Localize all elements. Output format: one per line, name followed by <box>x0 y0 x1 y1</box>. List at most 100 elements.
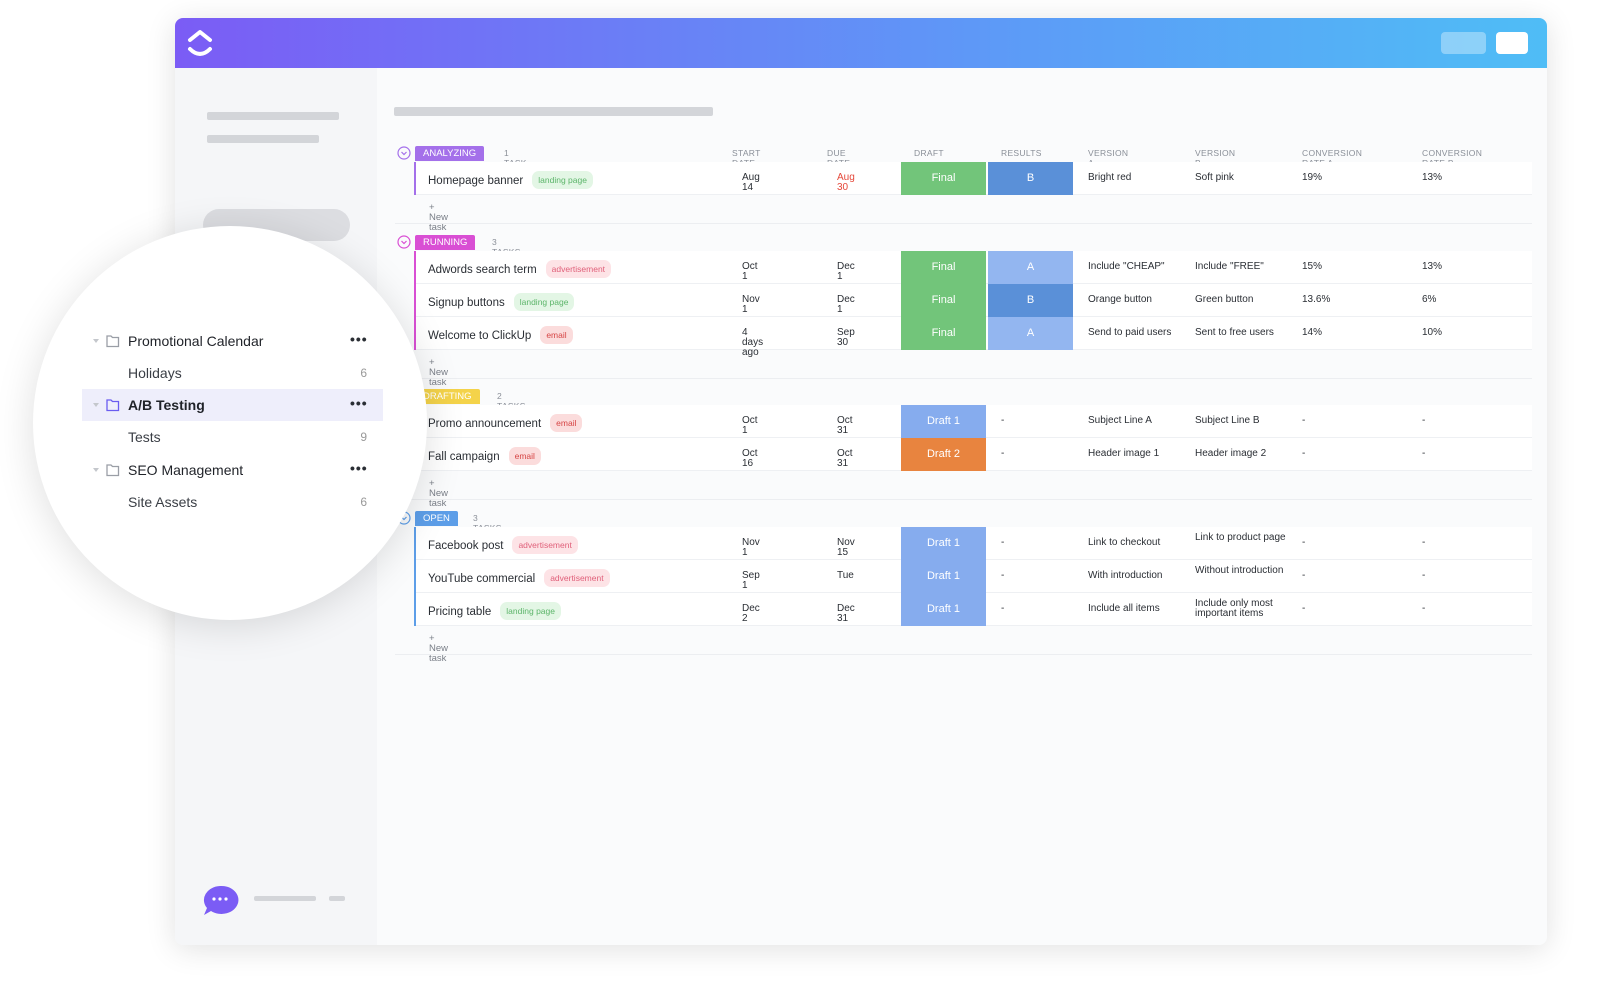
results-cell[interactable]: A <box>988 251 1073 284</box>
list-count: 6 <box>360 495 367 509</box>
more-icon: ••• <box>350 460 368 476</box>
logo <box>188 30 212 56</box>
rate-a: - <box>1302 448 1306 459</box>
task-name-text[interactable]: Adwords search term <box>428 264 537 276</box>
results-cell: - <box>1001 448 1005 459</box>
rate-b: - <box>1422 570 1426 581</box>
draft-cell[interactable]: Final <box>901 162 986 195</box>
column-header: RESULTS <box>1001 148 1042 158</box>
due-date: Oct 31 <box>837 415 853 436</box>
due-date: Dec 31 <box>837 603 855 624</box>
draft-cell[interactable]: Final <box>901 317 986 350</box>
due-date: Nov 15 <box>837 537 855 558</box>
task-name-text[interactable]: Welcome to ClickUp <box>428 330 532 342</box>
results-cell: - <box>1001 537 1005 548</box>
collapse-icon[interactable] <box>397 146 411 160</box>
task-name-text[interactable]: Facebook post <box>428 540 504 552</box>
version-b: Link to product page <box>1195 532 1286 543</box>
version-b: Include "FREE" <box>1195 261 1264 272</box>
new-task[interactable]: + New task <box>429 633 449 664</box>
folder-name[interactable]: SEO Management <box>128 462 244 478</box>
draft-cell[interactable]: Draft 1 <box>901 560 986 593</box>
new-task[interactable]: + New task <box>429 478 449 509</box>
status-badge: DRAFTING <box>415 389 480 404</box>
version-a: Bright red <box>1088 172 1132 183</box>
tag: email <box>540 326 573 344</box>
version-b: Header image 2 <box>1195 448 1267 459</box>
results-cell[interactable]: B <box>988 162 1073 195</box>
task-name-text[interactable]: Signup buttons <box>428 297 505 309</box>
group-divider <box>395 499 1532 500</box>
list-count: 9 <box>360 430 367 444</box>
task-name-text[interactable]: Fall campaign <box>428 451 500 463</box>
tag: landing page <box>500 602 561 620</box>
due-date: Aug 30 <box>837 172 855 193</box>
rate-a: - <box>1302 570 1306 581</box>
rate-b: 6% <box>1422 294 1437 305</box>
draft-cell[interactable]: Final <box>901 284 986 317</box>
start-date: Oct 1 <box>742 415 758 436</box>
task-name: Promo announcement email <box>428 414 583 432</box>
version-a: Header image 1 <box>1088 448 1160 459</box>
placeholder <box>207 112 339 120</box>
draft-cell[interactable]: Draft 1 <box>901 593 986 626</box>
rate-a: 13.6% <box>1302 294 1331 305</box>
results-cell[interactable]: A <box>988 317 1073 350</box>
more-icon: ••• <box>350 331 368 347</box>
folder-name[interactable]: A/B Testing <box>128 397 205 413</box>
placeholder <box>394 107 713 116</box>
version-a: Send to paid users <box>1088 327 1172 338</box>
tag: email <box>508 447 541 465</box>
list-name[interactable]: Tests <box>128 429 161 445</box>
task-name-text[interactable]: Pricing table <box>428 606 492 618</box>
new-task[interactable]: + New task <box>429 202 449 233</box>
draft-cell[interactable]: Draft 1 <box>901 527 986 560</box>
draft-cell[interactable]: Final <box>901 251 986 284</box>
group-line <box>414 162 416 195</box>
rate-b: - <box>1422 537 1426 548</box>
start-date: Oct 1 <box>742 261 758 282</box>
draft-cell[interactable]: Draft 2 <box>901 438 986 471</box>
version-b: Soft pink <box>1195 172 1234 183</box>
rate-a: 19% <box>1302 172 1323 183</box>
status-badge: ANALYZING <box>415 146 485 161</box>
task-name: Adwords search term advertisement <box>428 260 612 278</box>
selected-row <box>82 389 383 421</box>
tag: landing page <box>513 293 575 311</box>
folder-icon <box>93 464 120 477</box>
rate-a: - <box>1302 415 1306 426</box>
rate-b: - <box>1422 415 1426 426</box>
header-button[interactable] <box>1496 32 1528 54</box>
group-divider <box>395 654 1532 655</box>
folder-name[interactable]: Promotional Calendar <box>128 333 264 349</box>
collapse-icon[interactable] <box>397 235 411 249</box>
version-a: Link to checkout <box>1088 537 1161 548</box>
task-name: Facebook post advertisement <box>428 536 578 554</box>
results-cell[interactable]: B <box>988 284 1073 317</box>
rate-a: - <box>1302 537 1306 548</box>
new-task[interactable]: + New task <box>429 357 449 388</box>
rate-b: - <box>1422 603 1426 614</box>
task-name-text[interactable]: Promo announcement <box>428 418 542 430</box>
version-a: Subject Line A <box>1088 415 1152 426</box>
version-b: Subject Line B <box>1195 415 1260 426</box>
version-a: Include all items <box>1088 603 1160 614</box>
rate-b: 10% <box>1422 327 1443 338</box>
list-name[interactable]: Site Assets <box>128 494 198 510</box>
rate-a: 14% <box>1302 327 1323 338</box>
chat-icon[interactable] <box>201 884 239 916</box>
tag: advertisement <box>512 536 578 554</box>
header <box>175 18 1547 68</box>
folder-icon <box>93 335 120 348</box>
placeholder <box>329 896 345 901</box>
tag: advertisement <box>545 260 612 278</box>
group-line <box>414 251 416 350</box>
draft-cell[interactable]: Draft 1 <box>901 405 986 438</box>
task-name-text[interactable]: YouTube commercial <box>428 573 536 585</box>
start-date: Nov 1 <box>742 537 760 558</box>
header-button[interactable] <box>1441 32 1486 54</box>
tag: landing page <box>532 171 593 189</box>
list-name[interactable]: Holidays <box>128 365 182 381</box>
folder-icon <box>93 399 120 412</box>
task-name-text[interactable]: Homepage banner <box>428 175 524 187</box>
